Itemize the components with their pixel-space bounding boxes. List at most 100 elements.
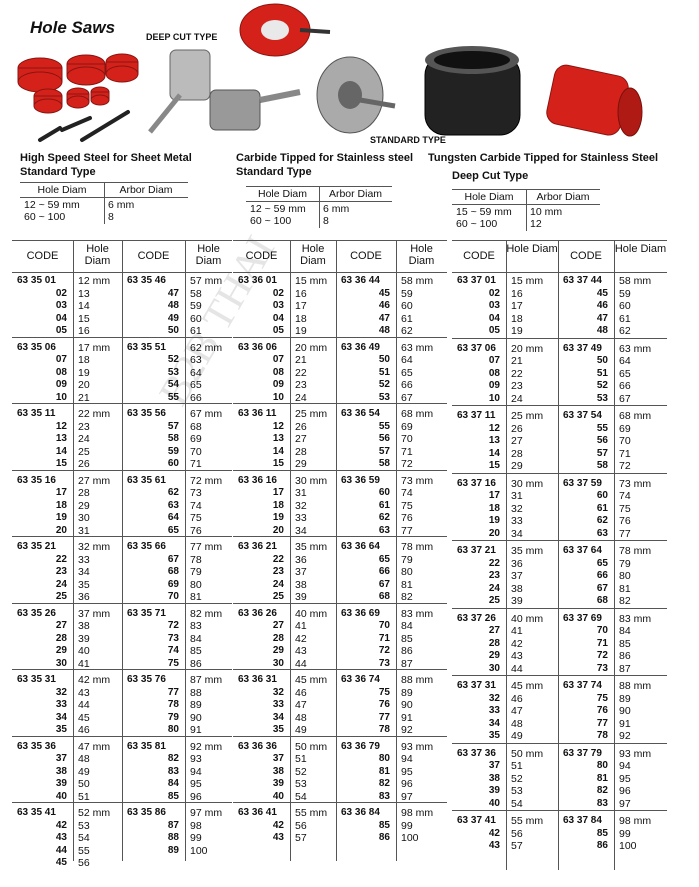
hole-diameter: 100 [401,832,419,844]
spec-header: Arbor Diam [119,184,173,196]
product-code: 47 [596,312,608,324]
hole-diameter: 79 [190,566,202,578]
group-rule [12,336,232,338]
product-code: 57 [596,447,608,459]
product-code: 88 [167,832,179,843]
product-code: 34 [488,717,500,729]
group-rule [233,802,447,803]
product-code: 37 [488,760,500,771]
hole-diameter: 46 [78,724,90,736]
product-code: 17 [55,487,67,498]
hole-diameter: 78 mm [619,545,652,557]
hole-diameter: 50 [78,778,90,790]
image-label: STANDARD TYPE [370,135,446,145]
product-code: 50 [596,355,608,366]
table-rule [233,272,447,273]
product-code: 03 [272,300,284,311]
product-code: 63 37 06 [457,342,496,354]
spec-header: Hole Diam [257,188,307,200]
hole-diameter: 97 mm [190,807,223,819]
column-header: CODE [463,250,495,262]
product-code: 46 [596,300,608,311]
hole-diameter: 16 [295,287,307,300]
product-code: 53 [378,391,390,403]
product-code: 57 [167,420,179,432]
group-rule [452,472,667,474]
product-code: 63 36 69 [341,607,380,619]
hole-diameter: 64 [619,355,631,367]
column-header: Hole Diam [300,243,326,267]
product-code: 86 [596,840,608,851]
product-code: 12 [272,420,284,432]
hole-diameter: 24 [78,433,90,445]
product-code: 73 [596,662,608,674]
hole-diameter: 47 [511,705,523,717]
spec-cell: 8 [108,211,114,223]
product-code: 29 [272,645,284,656]
hole-diameter: 98 mm [401,807,434,819]
hole-diameter: 85 [619,637,631,650]
hole-diameter: 97 [401,790,413,803]
hole-diameter: 99 [619,827,631,840]
product-code: 45 [55,857,67,868]
product-code: 80 [378,753,390,764]
hole-diameter: 22 mm [78,408,111,420]
product-code: 63 37 59 [563,477,602,489]
product-code: 23 [488,570,500,581]
product-code: 63 35 46 [127,275,166,286]
hole-diameter: 78 mm [401,541,434,553]
hole-diameter: 26 [78,458,90,470]
spec-cell: 8 [323,215,329,227]
hole-diameter: 59 [619,287,631,300]
hole-diameter: 34 [295,524,307,537]
hole-diameter: 70 [401,433,413,445]
product-code: 39 [488,785,500,796]
column-header: Hole Diam [614,243,667,255]
product-code: 63 36 84 [341,807,380,818]
product-code: 44 [55,844,67,856]
product-code: 03 [55,300,67,311]
group-rule [452,810,667,811]
product-code: 20 [488,527,500,539]
hole-diameter: 41 [295,620,307,632]
product-code: 63 36 49 [341,341,380,353]
column-header: CODE [350,250,382,262]
hole-diameter: 61 [619,312,631,325]
column-header: Hole Diam [195,243,222,267]
hole-diameter: 28 [78,487,90,499]
hole-diameter: 33 [295,512,307,524]
product-code: 63 37 16 [457,477,496,489]
product-code: 13 [488,435,500,446]
hole-diameter: 72 mm [190,474,223,487]
product-code: 12 [55,420,67,432]
hole-diameter: 72 [401,458,413,470]
product-code: 24 [488,582,500,594]
product-code: 78 [167,699,179,710]
product-code: 63 37 11 [457,410,496,421]
hole-diameter: 71 [190,458,202,470]
hole-diameter: 39 [78,632,90,645]
hole-diameter: 45 [78,711,90,724]
product-code: 55 [167,391,179,403]
column-divider [506,240,507,870]
product-code: 20 [55,524,67,536]
hole-diameter: 21 [511,355,523,367]
hole-diameter: 82 [401,591,413,603]
group-rule [452,607,667,609]
hole-diameter: 68 mm [619,410,652,422]
product-code: 63 36 79 [341,740,380,752]
product-code: 63 35 36 [17,740,56,752]
hole-diameter: 71 [401,445,413,458]
product-code: 39 [55,778,67,789]
product-code: 72 [596,650,608,661]
hole-diameter: 37 [511,570,523,582]
product-code: 66 [596,570,608,581]
hole-diameter: 19 [295,325,307,337]
hole-diameter: 44 [295,657,307,670]
product-code: 20 [272,524,284,536]
hole-diameter: 81 [619,582,631,595]
hole-diameter: 73 [190,487,202,499]
hole-diameter: 66 [190,391,202,404]
hole-diameter: 77 mm [190,541,223,553]
hole-diameter: 33 [511,515,523,527]
